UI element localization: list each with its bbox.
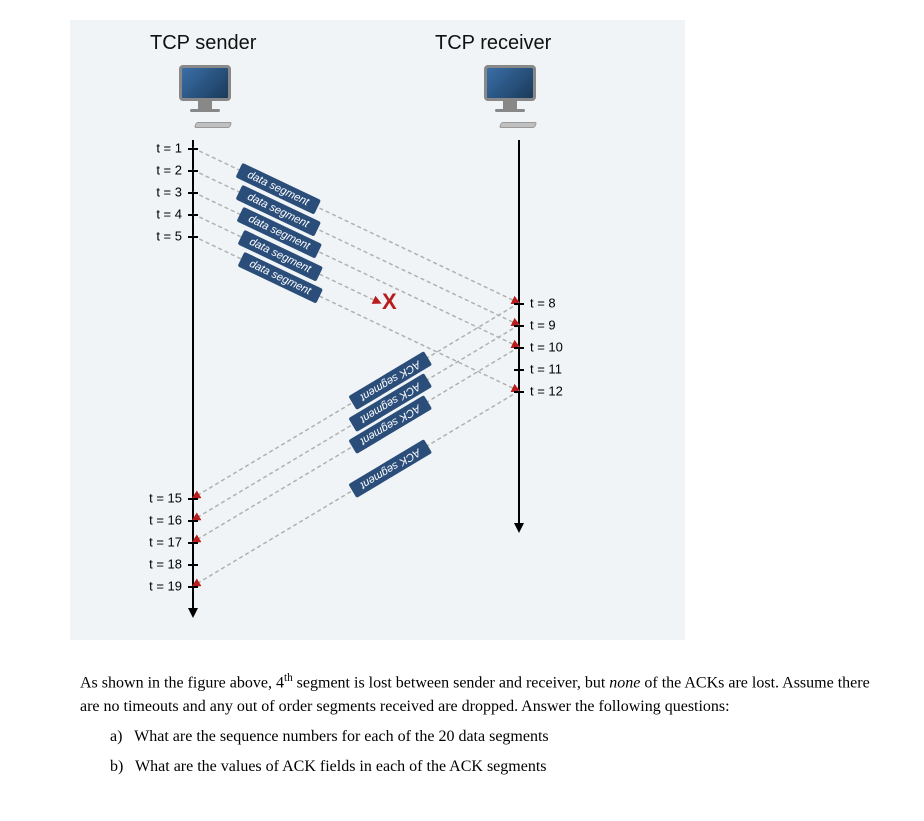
sender-tick-label: t = 18 (70, 557, 182, 572)
q-b-text: What are the values of ACK fields in eac… (135, 758, 546, 775)
q-sup: th (284, 672, 293, 684)
sender-title: TCP sender (150, 32, 256, 55)
receiver-tick-label: t = 10 (530, 340, 563, 355)
sender-tick-label: t = 2 (70, 163, 182, 178)
sender-tick-label: t = 17 (70, 535, 182, 550)
q-b-prefix: b) (110, 758, 123, 775)
sender-tick (188, 542, 198, 544)
sender-tick (188, 170, 198, 172)
sender-tick-label: t = 3 (70, 185, 182, 200)
receiver-tick-label: t = 9 (530, 318, 556, 333)
sender-tick (188, 564, 198, 566)
sender-tick (188, 236, 198, 238)
receiver-computer (475, 65, 545, 120)
receiver-tick-label: t = 8 (530, 296, 556, 311)
sender-tick (188, 214, 198, 216)
diagram-area: TCP sender TCP receiver t = 1 t = 2 t = 3 t… (70, 20, 685, 640)
q-italic: none (609, 674, 640, 691)
sender-tick (188, 586, 198, 588)
lost-x-mark: X (382, 289, 397, 315)
sender-computer (170, 65, 240, 120)
sender-tick (188, 520, 198, 522)
receiver-timeline (518, 140, 520, 525)
receiver-tick (514, 369, 524, 371)
sender-tick-label: t = 4 (70, 207, 182, 222)
receiver-tick-label: t = 12 (530, 384, 563, 399)
sender-tick-label: t = 1 (70, 141, 182, 156)
q-a-text: What are the sequence numbers for each o… (134, 728, 549, 745)
receiver-tick (514, 303, 524, 305)
receiver-tick-label: t = 11 (530, 362, 562, 377)
sender-tick (188, 192, 198, 194)
sender-tick-label: t = 19 (70, 579, 182, 594)
sender-tick (188, 498, 198, 500)
receiver-tick (514, 391, 524, 393)
sender-tick-label: t = 5 (70, 229, 182, 244)
receiver-title: TCP receiver (435, 32, 551, 55)
receiver-tick (514, 325, 524, 327)
receiver-tick (514, 347, 524, 349)
q-a-prefix: a) (110, 728, 122, 745)
q-intro1: As shown in the figure above, 4 (80, 674, 284, 691)
q-intro2: segment is lost between sender and recei… (293, 674, 610, 691)
sender-tick-label: t = 15 (70, 491, 182, 506)
question-block: As shown in the figure above, 4th segmen… (80, 670, 880, 783)
sender-tick (188, 148, 198, 150)
sender-tick-label: t = 16 (70, 513, 182, 528)
sender-timeline (192, 140, 194, 610)
